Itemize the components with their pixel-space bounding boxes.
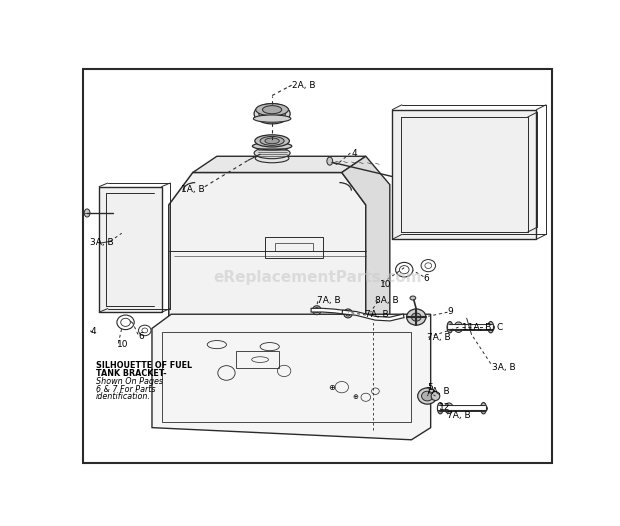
Circle shape (407, 309, 426, 325)
Text: 5: 5 (427, 382, 433, 392)
Ellipse shape (327, 157, 333, 165)
Ellipse shape (259, 106, 285, 121)
Ellipse shape (262, 106, 281, 114)
Bar (265, 237, 322, 258)
Ellipse shape (254, 115, 291, 122)
Text: 4: 4 (91, 327, 97, 336)
Text: 6: 6 (423, 274, 429, 283)
Bar (236, 351, 279, 368)
Text: TANK BRACKET-: TANK BRACKET- (95, 369, 166, 378)
Ellipse shape (437, 402, 443, 414)
Ellipse shape (252, 143, 292, 150)
Text: eReplacementParts.com: eReplacementParts.com (213, 270, 422, 285)
Ellipse shape (488, 321, 494, 333)
Bar (275, 244, 313, 251)
Ellipse shape (256, 104, 288, 116)
Text: 11A, B, C: 11A, B, C (462, 322, 503, 332)
Text: SILHOUETTE OF FUEL: SILHOUETTE OF FUEL (95, 361, 192, 370)
Circle shape (412, 313, 421, 321)
Text: 9: 9 (448, 307, 453, 316)
Text: 10: 10 (117, 340, 128, 349)
Text: 12: 12 (439, 403, 450, 412)
Ellipse shape (410, 296, 416, 300)
Ellipse shape (265, 138, 279, 144)
Ellipse shape (345, 311, 350, 316)
Text: 4: 4 (352, 148, 357, 157)
Text: 6 & 7 For Parts: 6 & 7 For Parts (95, 385, 155, 393)
Text: 7A, B: 7A, B (317, 296, 340, 306)
Ellipse shape (260, 136, 284, 145)
Polygon shape (392, 110, 536, 239)
Text: 6: 6 (138, 331, 144, 341)
Text: Shown On Pages: Shown On Pages (95, 377, 163, 386)
Ellipse shape (314, 308, 319, 313)
Text: 7A, B: 7A, B (446, 411, 470, 420)
Ellipse shape (84, 209, 90, 217)
Ellipse shape (312, 306, 321, 315)
Text: 3A, B: 3A, B (492, 363, 515, 372)
Polygon shape (152, 314, 431, 440)
Ellipse shape (255, 135, 290, 147)
Ellipse shape (343, 309, 352, 318)
Ellipse shape (447, 321, 453, 333)
Polygon shape (193, 156, 366, 173)
Text: 1A, B: 1A, B (181, 185, 205, 194)
Polygon shape (99, 187, 162, 312)
Text: identification.: identification. (95, 392, 151, 401)
Text: 2A, B: 2A, B (292, 81, 316, 90)
Text: ⊕: ⊕ (329, 382, 335, 392)
Text: 10: 10 (380, 280, 392, 289)
Text: 7A, B: 7A, B (427, 333, 451, 342)
Ellipse shape (431, 391, 440, 400)
Polygon shape (169, 173, 366, 363)
Text: 7A, B: 7A, B (426, 388, 450, 397)
Ellipse shape (454, 322, 463, 332)
Text: ⊕: ⊕ (352, 394, 358, 400)
Ellipse shape (254, 104, 290, 124)
Ellipse shape (445, 403, 453, 413)
Ellipse shape (254, 147, 290, 159)
Circle shape (422, 391, 433, 401)
Circle shape (418, 388, 437, 404)
Text: 8A, B: 8A, B (376, 296, 399, 306)
Polygon shape (342, 156, 390, 335)
Ellipse shape (255, 154, 289, 163)
Text: 7A, B: 7A, B (365, 310, 389, 319)
Text: 3A, B: 3A, B (89, 238, 113, 247)
Ellipse shape (480, 402, 487, 414)
